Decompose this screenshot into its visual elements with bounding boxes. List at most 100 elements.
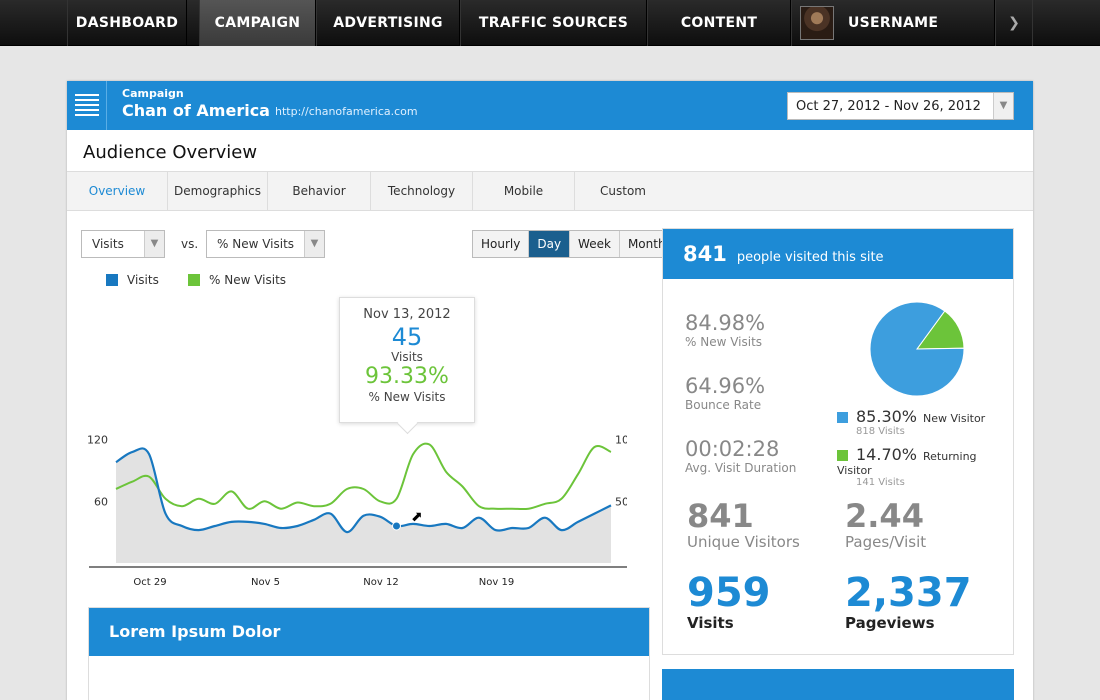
stat-pages-per-visit-label: Pages/Visit bbox=[845, 533, 927, 551]
page-title: Audience Overview bbox=[83, 142, 258, 163]
stat-visits-value: 959 bbox=[687, 570, 771, 616]
stat-pages-per-visit: 2.44 Pages/Visit bbox=[845, 499, 926, 551]
granularity-day[interactable]: Day bbox=[529, 231, 571, 257]
chevron-down-icon[interactable]: ▼ bbox=[993, 93, 1013, 119]
tab-behavior[interactable]: Behavior bbox=[268, 172, 371, 210]
campaign-label: Campaign bbox=[122, 87, 184, 100]
x-axis-tick-label: Nov 5 bbox=[251, 577, 280, 588]
top-navigation: DASHBOARD CAMPAIGN ADVERTISING TRAFFIC S… bbox=[0, 0, 1100, 46]
pie-returning-percent: 14.70% bbox=[856, 445, 918, 464]
lorem-panel: Lorem Ipsum Dolor bbox=[88, 607, 650, 700]
metric1-value: Visits bbox=[92, 237, 124, 251]
tab-technology[interactable]: Technology bbox=[371, 172, 473, 210]
mouse-cursor-icon: ⬈ bbox=[411, 509, 423, 525]
username: USERNAME bbox=[848, 15, 939, 31]
date-range-picker[interactable]: Oct 27, 2012 - Nov 26, 2012 ▼ bbox=[787, 92, 1014, 120]
metric2-select[interactable]: % New Visits ▼ bbox=[206, 230, 325, 258]
pie-returning-label: Returning Visitor bbox=[837, 450, 977, 477]
tab-bar: Overview Demographics Behavior Technolog… bbox=[67, 171, 1033, 211]
legend-visits: Visits bbox=[106, 273, 159, 287]
nav-campaign[interactable]: CAMPAIGN bbox=[199, 0, 316, 46]
x-axis-tick-label: Nov 19 bbox=[479, 577, 514, 588]
pie-slice-new bbox=[869, 301, 965, 397]
left-axis-tick-label: 120 bbox=[87, 434, 108, 447]
tab-demographics[interactable]: Demographics bbox=[168, 172, 268, 210]
stat-bounce-rate-label: Bounce Rate bbox=[685, 398, 762, 412]
pie-new-percent: 85.30% bbox=[856, 407, 918, 426]
highlight-point bbox=[392, 521, 401, 531]
stat-new-visits-value: 84.98% bbox=[685, 311, 766, 335]
x-axis-tick-label: Oct 29 bbox=[133, 577, 166, 588]
legend-label-visits: Visits bbox=[127, 273, 159, 287]
legend-swatch-new-visits bbox=[188, 274, 200, 286]
chevron-down-icon[interactable]: ▼ bbox=[144, 231, 164, 257]
tooltip-new-visits-value: 93.33% bbox=[365, 364, 449, 389]
pie-returning-sub: 141 Visits bbox=[856, 477, 905, 488]
tooltip-visits-label: Visits bbox=[391, 350, 423, 364]
summary-panel: 841 people visited this site 84.98% % Ne… bbox=[662, 228, 1014, 655]
avatar[interactable] bbox=[800, 6, 834, 40]
main-panel: Campaign Chan of America http://chanofam… bbox=[67, 81, 1033, 700]
stat-pageviews: 2,337 Pageviews bbox=[845, 572, 972, 632]
series-line-visits bbox=[115, 447, 612, 534]
nav-content[interactable]: CONTENT bbox=[647, 0, 791, 46]
stat-avg-duration-value: 00:02:28 bbox=[685, 437, 780, 461]
pie-swatch-new bbox=[837, 412, 848, 423]
chart-tooltip: Nov 13, 2012 45 Visits 93.33% % New Visi… bbox=[339, 297, 475, 423]
menu-icon[interactable] bbox=[67, 81, 107, 130]
tab-mobile[interactable]: Mobile bbox=[473, 172, 575, 210]
pie-swatch-returning bbox=[837, 450, 848, 461]
stat-unique-visitors-label: Unique Visitors bbox=[687, 533, 800, 551]
metric2-value: % New Visits bbox=[217, 237, 295, 251]
campaign-header: Campaign Chan of America http://chanofam… bbox=[67, 81, 1033, 130]
granularity-hourly[interactable]: Hourly bbox=[473, 231, 530, 257]
legend-label-new-visits: % New Visits bbox=[209, 273, 287, 287]
visits-chart: 120 60 100% 50% Oct 29 Nov 5 Nov 12 Nov 19 bbox=[87, 434, 627, 588]
chevron-down-icon[interactable]: ❯ bbox=[995, 0, 1033, 46]
vs-label: vs. bbox=[181, 237, 199, 251]
date-range-value: Oct 27, 2012 - Nov 26, 2012 bbox=[796, 99, 981, 114]
granularity-month[interactable]: Month bbox=[627, 237, 666, 251]
campaign-name: Chan of America bbox=[122, 101, 270, 120]
stat-visits: 959 Visits bbox=[687, 572, 771, 632]
right-axis-tick-label: 50% bbox=[615, 495, 627, 508]
pie-new-label: New Visitor bbox=[923, 412, 986, 425]
user-menu[interactable]: USERNAME bbox=[791, 0, 995, 46]
stat-avg-duration: 00:02:28 Avg. Visit Duration bbox=[685, 437, 796, 475]
stat-unique-visitors: 841 Unique Visitors bbox=[687, 499, 800, 551]
stat-pageviews-value: 2,337 bbox=[845, 570, 972, 616]
nav-advertising[interactable]: ADVERTISING bbox=[316, 0, 460, 46]
left-axis-tick-label: 60 bbox=[94, 495, 108, 508]
pie-legend-new: 85.30% New Visitor 818 Visits bbox=[837, 407, 985, 437]
tooltip-visits-value: 45 bbox=[391, 323, 423, 351]
series-line-new-visits bbox=[115, 442, 612, 511]
stat-visits-label: Visits bbox=[687, 614, 734, 632]
stat-bounce-rate: 64.96% Bounce Rate bbox=[685, 374, 765, 412]
visits-area bbox=[116, 448, 611, 563]
headline-number: 841 bbox=[683, 242, 727, 266]
headline-text: people visited this site bbox=[736, 250, 884, 265]
metric1-select[interactable]: Visits ▼ bbox=[81, 230, 165, 258]
tab-overview[interactable]: Overview bbox=[67, 172, 168, 210]
stat-bounce-rate-value: 64.96% bbox=[685, 374, 766, 398]
tooltip-date: Nov 13, 2012 bbox=[363, 307, 451, 322]
legend-swatch-visits bbox=[106, 274, 118, 286]
tooltip-new-visits-label: % New Visits bbox=[368, 390, 446, 404]
legend-new-visits: % New Visits bbox=[188, 273, 286, 287]
secondary-panel-header bbox=[662, 669, 1014, 700]
pie-legend-returning: 14.70% Returning Visitor 141 Visits bbox=[837, 445, 1013, 488]
lorem-title: Lorem Ipsum Dolor bbox=[89, 608, 649, 656]
nav-dashboard[interactable]: DASHBOARD bbox=[67, 0, 187, 46]
right-axis-tick-label: 100% bbox=[615, 434, 627, 447]
x-axis-tick-label: Nov 12 bbox=[363, 577, 398, 588]
stat-pageviews-label: Pageviews bbox=[845, 614, 935, 632]
nav-traffic-sources[interactable]: TRAFFIC SOURCES bbox=[460, 0, 647, 46]
tab-custom[interactable]: Custom bbox=[600, 184, 646, 198]
granularity-toggle: Hourly Day Week Month bbox=[472, 230, 675, 258]
stat-new-visits: 84.98% % New Visits bbox=[685, 311, 765, 349]
visitor-pie-chart bbox=[869, 301, 965, 397]
campaign-url[interactable]: http://chanofamerica.com bbox=[275, 105, 418, 118]
chevron-down-icon[interactable]: ▼ bbox=[304, 231, 324, 257]
pie-new-sub: 818 Visits bbox=[856, 426, 905, 437]
granularity-week[interactable]: Week bbox=[570, 231, 620, 257]
